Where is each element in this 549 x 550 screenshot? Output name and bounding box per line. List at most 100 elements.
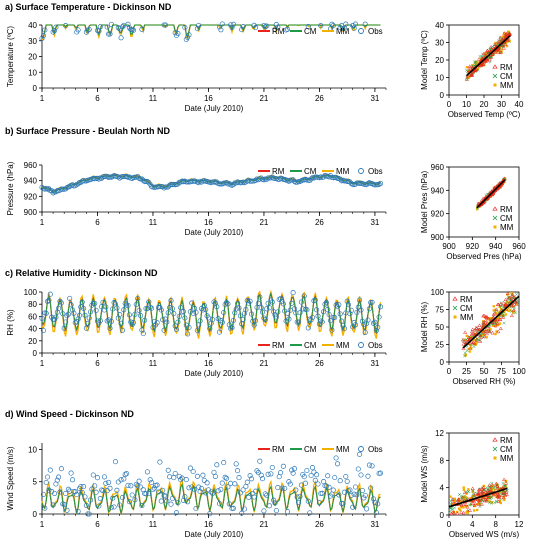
obs-point xyxy=(235,300,241,307)
scatter-point-rm xyxy=(502,303,507,308)
obs-point xyxy=(196,484,202,490)
obs-point xyxy=(42,505,48,511)
scatter-frame xyxy=(448,432,520,516)
obs-point xyxy=(50,502,56,508)
scatter-point-mm xyxy=(474,61,477,65)
obs-point xyxy=(96,503,102,509)
scatter-point-rm xyxy=(474,325,479,330)
scatter-point-rm xyxy=(498,302,503,306)
obs-point xyxy=(64,313,70,319)
obs-point xyxy=(160,487,166,493)
obs-point xyxy=(247,298,253,304)
scatter-point-rm xyxy=(495,484,500,488)
scatter-point-mm xyxy=(500,307,503,311)
obs-point xyxy=(43,310,49,316)
scatter-point-rm xyxy=(497,493,502,498)
y-tick-label: 20 xyxy=(435,56,444,65)
scatter-point-mm xyxy=(462,506,465,509)
x-axis-label: Date (July 2010) xyxy=(185,228,244,237)
scatter-point-cm xyxy=(463,351,467,355)
scatter-point-mm xyxy=(481,331,484,334)
scatter-point-mm xyxy=(465,334,468,338)
obs-point xyxy=(39,315,45,321)
obs-point xyxy=(125,302,131,308)
scatter-legend-marker-cm xyxy=(452,305,458,311)
x-tick-label: 31 xyxy=(370,218,379,227)
obs-point xyxy=(135,295,141,302)
obs-point xyxy=(97,24,103,30)
obs-point xyxy=(305,498,311,504)
y-tick-label: 40 xyxy=(435,21,444,30)
obs-point xyxy=(315,313,321,319)
scatter-point-rm xyxy=(501,495,506,500)
obs-point xyxy=(154,482,160,488)
scatter-point-rm xyxy=(482,59,487,64)
scatter-legend-marker-rm xyxy=(492,64,498,69)
obs-point xyxy=(348,492,354,498)
y-axis-label: Pressure (hPa) xyxy=(6,161,15,215)
scatter-point-rm xyxy=(513,299,519,304)
scatter-point-rm xyxy=(450,499,455,504)
scatter-point-rm xyxy=(462,339,467,344)
scatter-point-rm xyxy=(488,45,493,49)
obs-point xyxy=(168,298,174,304)
x-tick-label: 31 xyxy=(370,359,379,368)
scatter-point-mm xyxy=(483,496,486,499)
scatter-point-mm xyxy=(488,500,491,503)
obs-point xyxy=(215,488,221,494)
obs-point xyxy=(162,493,169,499)
obs-point xyxy=(103,480,109,486)
obs-point xyxy=(121,307,127,313)
obs-point xyxy=(373,509,379,516)
scatter-point-rm xyxy=(491,312,496,316)
scatter-point-rm xyxy=(498,317,503,321)
panel-title: d) Wind Speed - Dickinson ND xyxy=(5,409,134,419)
scatter-point-mm xyxy=(462,488,466,491)
obs-point xyxy=(266,503,273,509)
obs-point xyxy=(240,24,246,30)
x-tick-label: 30 xyxy=(497,100,506,109)
obs-point xyxy=(56,474,62,480)
scatter-point-mm xyxy=(465,511,468,514)
obs-point xyxy=(86,26,92,32)
scatter-point-rm xyxy=(483,329,488,333)
obs-point xyxy=(57,489,63,495)
obs-point xyxy=(119,24,126,30)
scatter-point-rm xyxy=(501,45,506,50)
scatter-point-rm xyxy=(490,482,495,487)
panel-title: c) Relative Humidity - Dickinson ND xyxy=(5,268,158,278)
obs-point xyxy=(158,307,164,313)
obs-point xyxy=(340,322,346,329)
x-tick-label: 26 xyxy=(315,218,324,227)
scatter-point-mm xyxy=(495,321,498,324)
obs-point xyxy=(219,480,225,486)
obs-point xyxy=(361,495,367,501)
x-tick-label: 21 xyxy=(259,94,268,103)
scatter-point-mm xyxy=(485,336,488,339)
obs-point xyxy=(82,494,88,500)
scatter-point-mm xyxy=(460,505,463,509)
scatter-point-mm xyxy=(512,311,515,314)
obs-point xyxy=(40,33,46,39)
scatter-point-rm xyxy=(463,502,469,507)
y-tick-label: 80 xyxy=(28,300,37,309)
obs-point xyxy=(180,308,187,315)
scatter-point-rm xyxy=(503,42,508,46)
y-tick-label: 4 xyxy=(440,484,445,493)
obs-point xyxy=(40,327,46,333)
obs-point xyxy=(107,31,113,37)
obs-point xyxy=(189,300,195,306)
obs-point xyxy=(364,320,370,327)
obs-point xyxy=(75,181,81,187)
scatter-point-mm xyxy=(465,496,468,499)
obs-point xyxy=(286,316,292,322)
x-tick-label: 920 xyxy=(466,242,480,251)
obs-point xyxy=(118,477,124,483)
scatter-point-rm xyxy=(514,302,519,306)
scatter-point-rm xyxy=(487,329,492,334)
obs-point xyxy=(344,178,350,184)
scatter-legend-marker-mm xyxy=(493,225,497,229)
scatter-point-rm xyxy=(455,511,460,515)
obs-point xyxy=(193,309,199,315)
